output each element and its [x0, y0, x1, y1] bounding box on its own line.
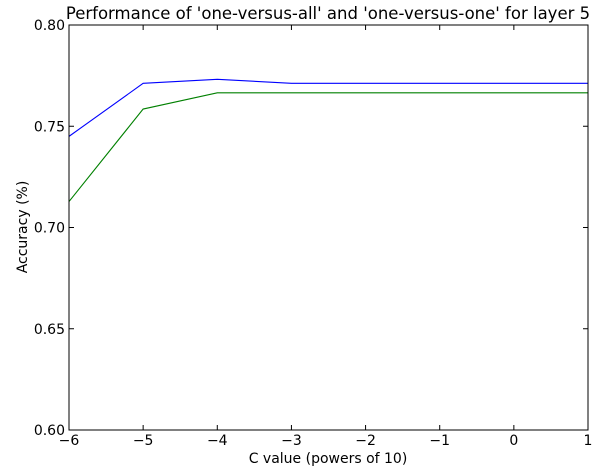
y-tick-label: 0.75 [34, 119, 65, 135]
y-tick-label: 0.70 [34, 221, 65, 237]
y-tick-label: 0.80 [34, 18, 65, 34]
y-tick-label: 0.60 [34, 423, 65, 439]
x-tick-label: −2 [355, 433, 376, 449]
y-axis-label: Accuracy (%) [15, 181, 31, 274]
chart-title: Performance of 'one-versus-all' and 'one… [66, 4, 590, 23]
series-line-2 [68, 92, 588, 202]
series-layer [68, 78, 588, 202]
y-tick-label: 0.65 [34, 322, 65, 338]
plot-area [69, 25, 588, 430]
x-tick-label: −1 [429, 433, 450, 449]
x-tick-label: −5 [133, 433, 154, 449]
ticks-layer: −6 −5 −4 −3 −2 −1 0 1 0.60 0.65 0.70 0.75 0.80 [34, 18, 593, 449]
x-tick-label: 1 [584, 433, 593, 449]
x-tick-label: −4 [207, 433, 228, 449]
x-tick-label: 0 [509, 433, 518, 449]
x-tick-label: −6 [59, 433, 80, 449]
x-axis-label: C value (powers of 10) [249, 451, 408, 467]
x-tick-label: −3 [281, 433, 302, 449]
series-line-1 [68, 78, 588, 137]
